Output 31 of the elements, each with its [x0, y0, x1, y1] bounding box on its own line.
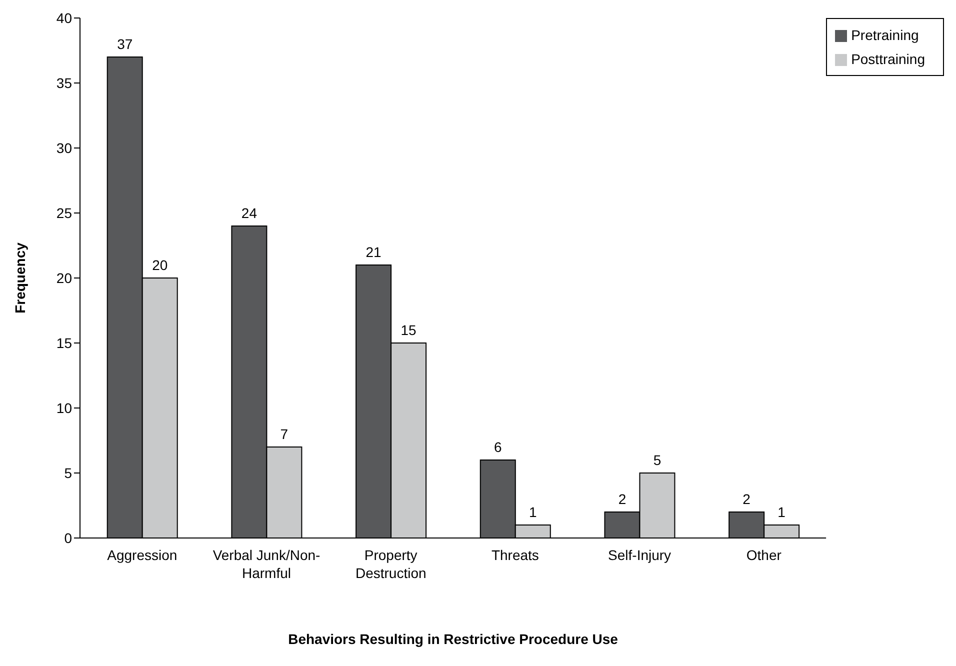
data-label: 6: [494, 439, 502, 455]
y-axis-title: Frequency: [12, 242, 28, 314]
y-tick-label: 0: [64, 530, 72, 546]
data-label: 24: [241, 205, 258, 221]
data-label: 5: [653, 452, 662, 468]
data-label: 1: [528, 504, 537, 520]
y-tick-label: 5: [64, 464, 72, 481]
data-label: 37: [117, 36, 133, 52]
data-label: 21: [366, 244, 382, 260]
y-tick-label: 25: [56, 204, 72, 221]
x-tick-label: Other: [746, 547, 782, 563]
y-tick-label: 20: [56, 270, 72, 286]
data-label: 1: [778, 504, 786, 520]
y-tick-label: 40: [56, 10, 72, 26]
data-label: 20: [152, 257, 168, 273]
legend-label: Pretraining: [851, 27, 919, 43]
y-tick-label: 15: [56, 334, 72, 351]
data-label: 7: [280, 426, 288, 442]
y-tick-label: 35: [56, 74, 72, 91]
legend-label: Posttraining: [851, 51, 925, 67]
data-label: 15: [400, 322, 417, 338]
data-label: 2: [742, 491, 751, 507]
x-axis-title: Behaviors Resulting in Restrictive Procedure Use: [288, 631, 618, 647]
x-tick-label: Verbal Junk/Non-Harmful: [212, 547, 321, 581]
data-label: 2: [618, 491, 626, 507]
y-tick-label: 10: [56, 400, 72, 416]
y-tick-label: 30: [56, 140, 72, 156]
x-tick-label: Aggression: [107, 547, 178, 563]
x-tick-label: Threats: [491, 547, 539, 563]
x-tick-label: Property Destruction: [355, 547, 426, 581]
x-tick-label: Self-Injury: [608, 547, 672, 563]
